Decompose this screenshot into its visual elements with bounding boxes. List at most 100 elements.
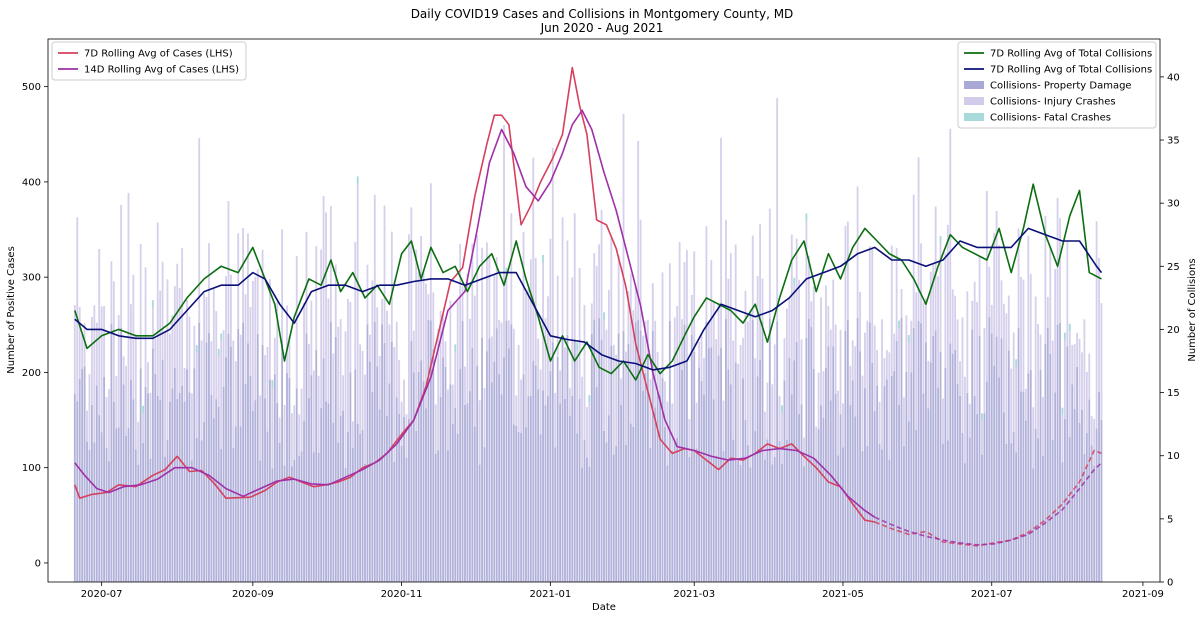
bar-property-damage xyxy=(312,452,315,582)
bar-property-damage xyxy=(993,365,996,582)
bar-injury-crashes xyxy=(673,317,676,441)
bar-injury-crashes xyxy=(112,281,115,402)
bar-injury-crashes xyxy=(332,353,335,423)
bar-property-damage xyxy=(966,392,969,582)
bar-fatal-crashes xyxy=(603,312,605,320)
bar-injury-crashes xyxy=(349,302,352,373)
bar-property-damage xyxy=(344,467,347,582)
bar-property-damage xyxy=(383,342,386,582)
bar-property-damage xyxy=(812,368,815,582)
bar-property-damage xyxy=(130,379,132,582)
bar-property-damage xyxy=(800,404,803,582)
x-tick-label: 2021-03 xyxy=(673,589,715,600)
bar-injury-crashes xyxy=(169,333,171,402)
y-axis-label-right: Number of Collisions xyxy=(1187,258,1198,361)
bar-injury-crashes xyxy=(773,344,776,458)
bar-property-damage xyxy=(408,418,410,582)
bar-injury-crashes xyxy=(449,300,452,385)
bar-injury-crashes xyxy=(703,357,705,395)
bar-property-damage xyxy=(561,336,564,582)
bar-injury-crashes xyxy=(481,247,483,338)
bar-injury-crashes xyxy=(473,295,476,427)
bar-property-damage xyxy=(656,392,659,582)
bar-injury-crashes xyxy=(646,320,649,358)
bar-injury-crashes xyxy=(510,213,513,325)
bar-injury-crashes xyxy=(578,267,581,399)
bar-injury-crashes xyxy=(466,273,469,404)
bar-injury-crashes xyxy=(1066,240,1069,347)
bar-injury-crashes xyxy=(964,376,966,464)
bar-injury-crashes xyxy=(761,278,764,322)
bar-property-damage xyxy=(203,422,205,582)
bar-injury-crashes xyxy=(412,330,415,373)
y-tick-label-right: 40 xyxy=(1167,72,1180,83)
bar-injury-crashes xyxy=(203,293,205,423)
y-tick-label-left: 0 xyxy=(35,558,41,569)
bar-injury-crashes xyxy=(1056,197,1059,325)
bar-injury-crashes xyxy=(564,347,566,399)
bar-injury-crashes xyxy=(551,147,554,343)
bar-property-damage xyxy=(785,439,788,582)
bar-property-damage xyxy=(354,369,357,582)
legend-label: 7D Rolling Avg of Total Collisions xyxy=(990,65,1152,76)
bar-property-damage xyxy=(381,324,383,582)
bar-property-damage xyxy=(490,382,493,582)
bar-property-damage xyxy=(164,456,166,582)
bar-injury-crashes xyxy=(812,285,815,369)
bar-injury-crashes xyxy=(542,262,544,391)
bar-property-damage xyxy=(559,403,562,582)
bar-property-damage xyxy=(937,387,939,582)
bar-injury-crashes xyxy=(159,290,162,400)
x-tick-label: 2020-09 xyxy=(232,589,274,600)
bar-property-damage xyxy=(247,343,249,582)
bar-property-damage xyxy=(773,457,776,582)
bar-injury-crashes xyxy=(395,321,398,398)
bar-property-damage xyxy=(1066,346,1069,582)
bar-injury-crashes xyxy=(117,314,120,428)
bar-injury-crashes xyxy=(273,337,276,375)
bar-property-damage xyxy=(988,317,991,582)
bar-injury-crashes xyxy=(73,305,76,395)
x-tick-label: 2021-09 xyxy=(1122,589,1164,600)
bar-property-damage xyxy=(968,437,971,582)
bar-property-damage xyxy=(737,458,740,582)
bar-property-damage xyxy=(368,361,371,582)
bar-injury-crashes xyxy=(727,278,730,370)
bar-property-damage xyxy=(1044,343,1047,582)
bar-injury-crashes xyxy=(976,302,979,415)
bar-property-damage xyxy=(208,332,210,582)
bar-injury-crashes xyxy=(566,240,569,335)
bar-injury-crashes xyxy=(851,340,854,381)
bar-property-damage xyxy=(637,319,640,582)
bar-injury-crashes xyxy=(164,331,166,457)
bar-property-damage xyxy=(954,349,957,582)
bar-injury-crashes xyxy=(139,244,142,369)
bar-property-damage xyxy=(868,322,871,582)
bar-injury-crashes xyxy=(371,280,374,392)
bar-property-damage xyxy=(386,416,388,582)
bar-injury-crashes xyxy=(422,270,425,382)
y-tick-label-left: 200 xyxy=(22,368,41,379)
bar-property-damage xyxy=(1010,443,1013,582)
bar-property-damage xyxy=(237,328,240,582)
bar-injury-crashes xyxy=(134,333,137,450)
bar-property-damage xyxy=(1034,428,1037,582)
bar-property-damage xyxy=(688,456,691,582)
bar-property-damage xyxy=(964,463,966,582)
bar-property-damage xyxy=(117,427,120,582)
bar-property-damage xyxy=(1059,323,1061,582)
bar-injury-crashes xyxy=(266,347,269,432)
bar-injury-crashes xyxy=(1049,246,1052,354)
bar-injury-crashes xyxy=(130,304,132,380)
bar-property-damage xyxy=(959,395,961,582)
bar-injury-crashes xyxy=(988,266,991,318)
bar-property-damage xyxy=(732,439,735,582)
bar-property-damage xyxy=(125,435,127,582)
bar-injury-crashes xyxy=(200,340,203,441)
bar-injury-crashes xyxy=(915,292,918,430)
bar-property-damage xyxy=(432,349,435,582)
bar-property-damage xyxy=(461,320,464,582)
bar-injury-crashes xyxy=(334,264,337,337)
bar-property-damage xyxy=(825,367,827,582)
bar-property-damage xyxy=(93,442,96,582)
